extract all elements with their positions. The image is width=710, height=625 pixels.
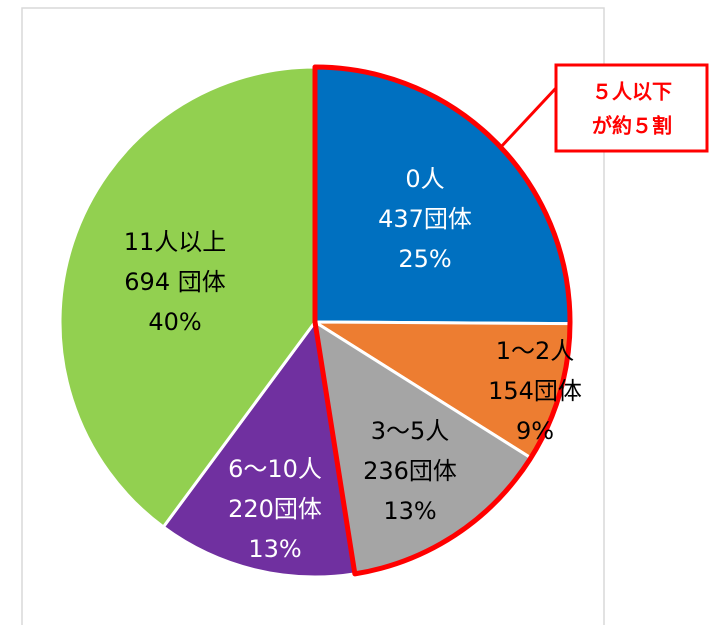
slice-percent: 40% [148,308,201,336]
slice-value: 154団体 [488,377,582,405]
slice-value: 694 団体 [124,268,225,296]
annotation-text: が約５割 [592,114,672,138]
slice-value: 236団体 [363,457,457,485]
slice-category: 11人以上 [124,228,227,256]
slice-value: 437団体 [378,205,472,233]
pie-slice [58,65,317,530]
slice-value: 220団体 [228,495,322,523]
slice-category: 3～5人 [371,417,450,445]
pie-slice [161,318,357,579]
annotation-leader [498,86,558,150]
slice-percent: 13% [248,535,301,563]
annotation-box [554,63,709,153]
slice-category: 6～10人 [228,455,322,483]
slice-percent: 13% [383,497,436,525]
highlight-outline [312,64,573,577]
slice-percent: 25% [398,245,451,273]
slice-category: 1～2人 [496,337,575,365]
slice-category: 0人 [405,165,444,193]
slice-percent: 9% [516,417,554,445]
annotation-text: ５人以下 [592,80,672,104]
